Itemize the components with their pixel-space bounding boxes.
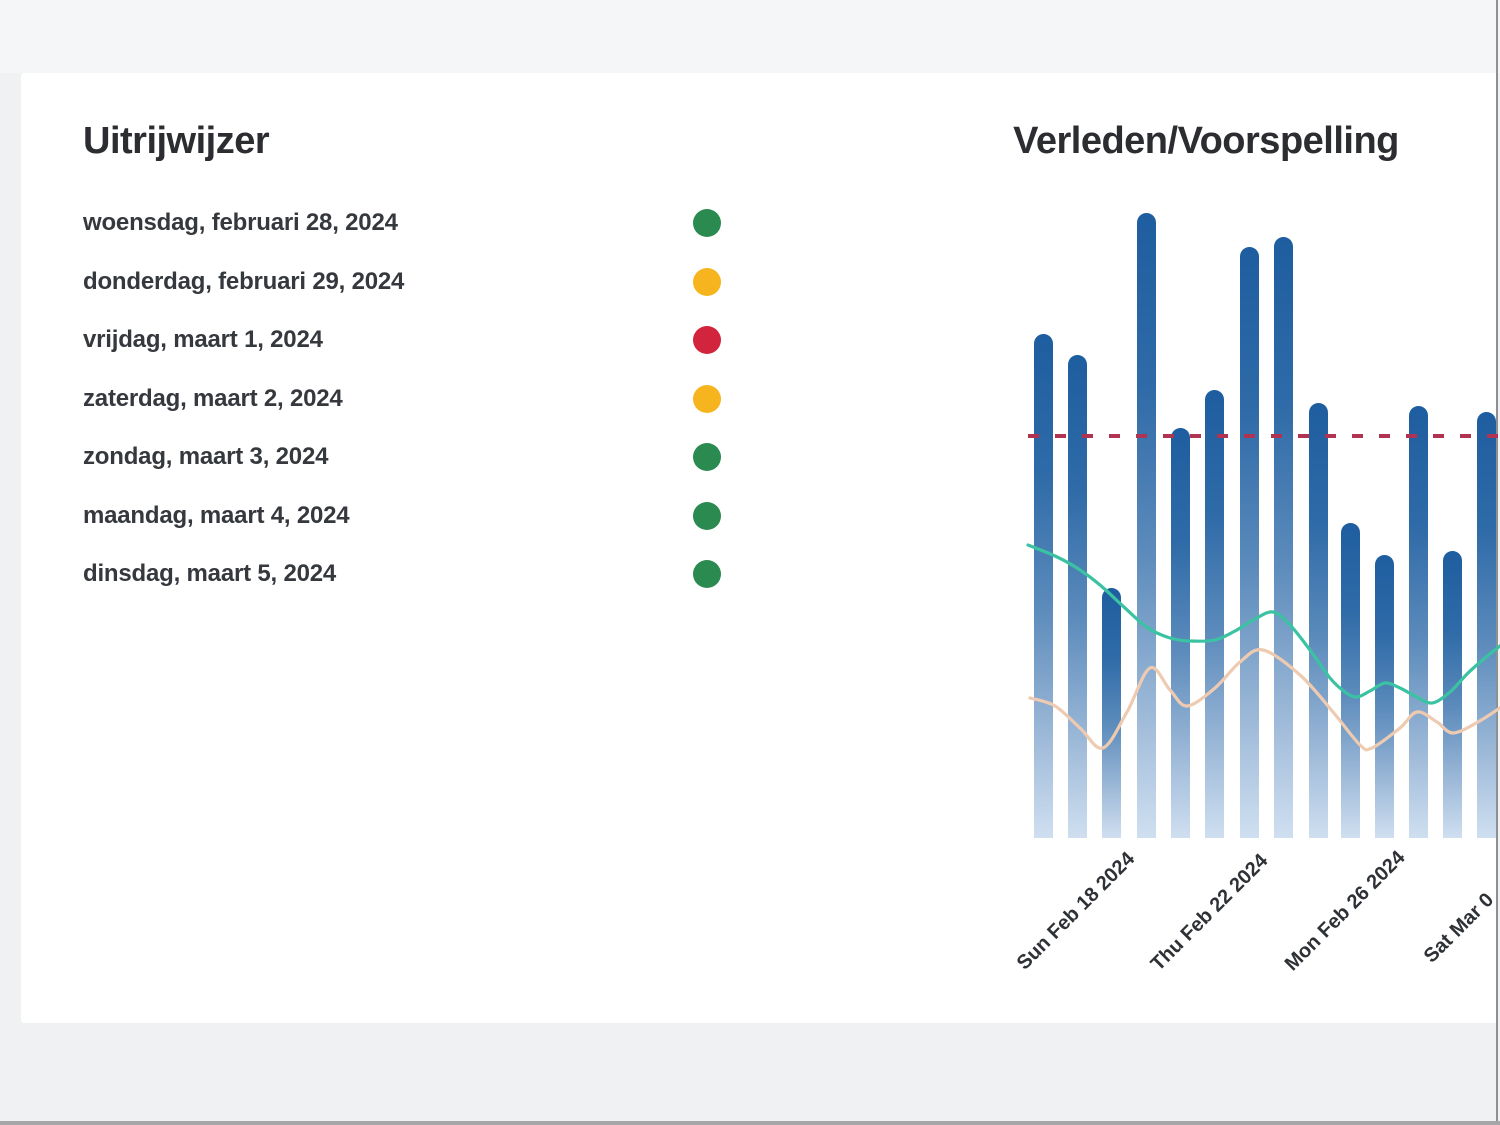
- chart-bar[interactable]: [1136, 213, 1156, 838]
- advisory-row: dinsdag, maart 5, 2024: [0, 560, 760, 588]
- yellow-status-dot: [693, 267, 721, 296]
- advisory-row: zondag, maart 3, 2024: [0, 443, 760, 471]
- chart-bar[interactable]: [1308, 403, 1328, 838]
- advisory-row: maandag, maart 4, 2024: [0, 501, 760, 530]
- advisory-row: vrijdag, maart 1, 2024: [0, 326, 760, 354]
- advisory-date-label: zaterdag, maart 2, 2024: [83, 384, 343, 412]
- chart-bar[interactable]: [1442, 551, 1462, 838]
- advisory-date-label: vrijdag, maart 1, 2024: [83, 326, 323, 353]
- green-status-dot: [693, 209, 721, 237]
- chart-bar[interactable]: [1067, 355, 1087, 838]
- advisory-date-label: woensdag, februari 28, 2024: [83, 209, 398, 236]
- advisory-date-label: zondag, maart 3, 2024: [83, 443, 329, 470]
- red-status-dot: [693, 326, 721, 354]
- window-bottom-bar: [0, 1121, 1500, 1125]
- chart-bar[interactable]: [1170, 428, 1190, 838]
- advisory-panel-title: Uitrijwijzer: [83, 120, 270, 162]
- chart-bar[interactable]: [1101, 588, 1121, 838]
- chart-bar[interactable]: [1408, 406, 1428, 838]
- advisory-date-label: maandag, maart 4, 2024: [83, 501, 350, 529]
- advisory-date-label: donderdag, februari 29, 2024: [83, 267, 405, 295]
- chart-bar[interactable]: [1374, 555, 1394, 838]
- green-status-dot: [693, 560, 721, 588]
- advisory-row: zaterdag, maart 2, 2024: [0, 384, 760, 413]
- top-band: [0, 0, 1500, 73]
- chart-bar[interactable]: [1204, 390, 1224, 838]
- advisory-row: donderdag, februari 29, 2024: [0, 267, 760, 296]
- chart-bar[interactable]: [1476, 412, 1496, 838]
- green-status-dot: [693, 443, 721, 471]
- chart-bar[interactable]: [1273, 237, 1293, 838]
- chart-bar[interactable]: [1340, 523, 1360, 838]
- chart-bar[interactable]: [1239, 247, 1259, 838]
- chart-bar[interactable]: [1033, 334, 1053, 838]
- advisory-row: woensdag, februari 28, 2024: [0, 209, 760, 237]
- advisory-date-label: dinsdag, maart 5, 2024: [83, 560, 337, 587]
- chart-panel-title: Verleden/Voorspelling: [1013, 120, 1399, 162]
- green-status-dot: [693, 501, 721, 530]
- yellow-status-dot: [693, 384, 721, 413]
